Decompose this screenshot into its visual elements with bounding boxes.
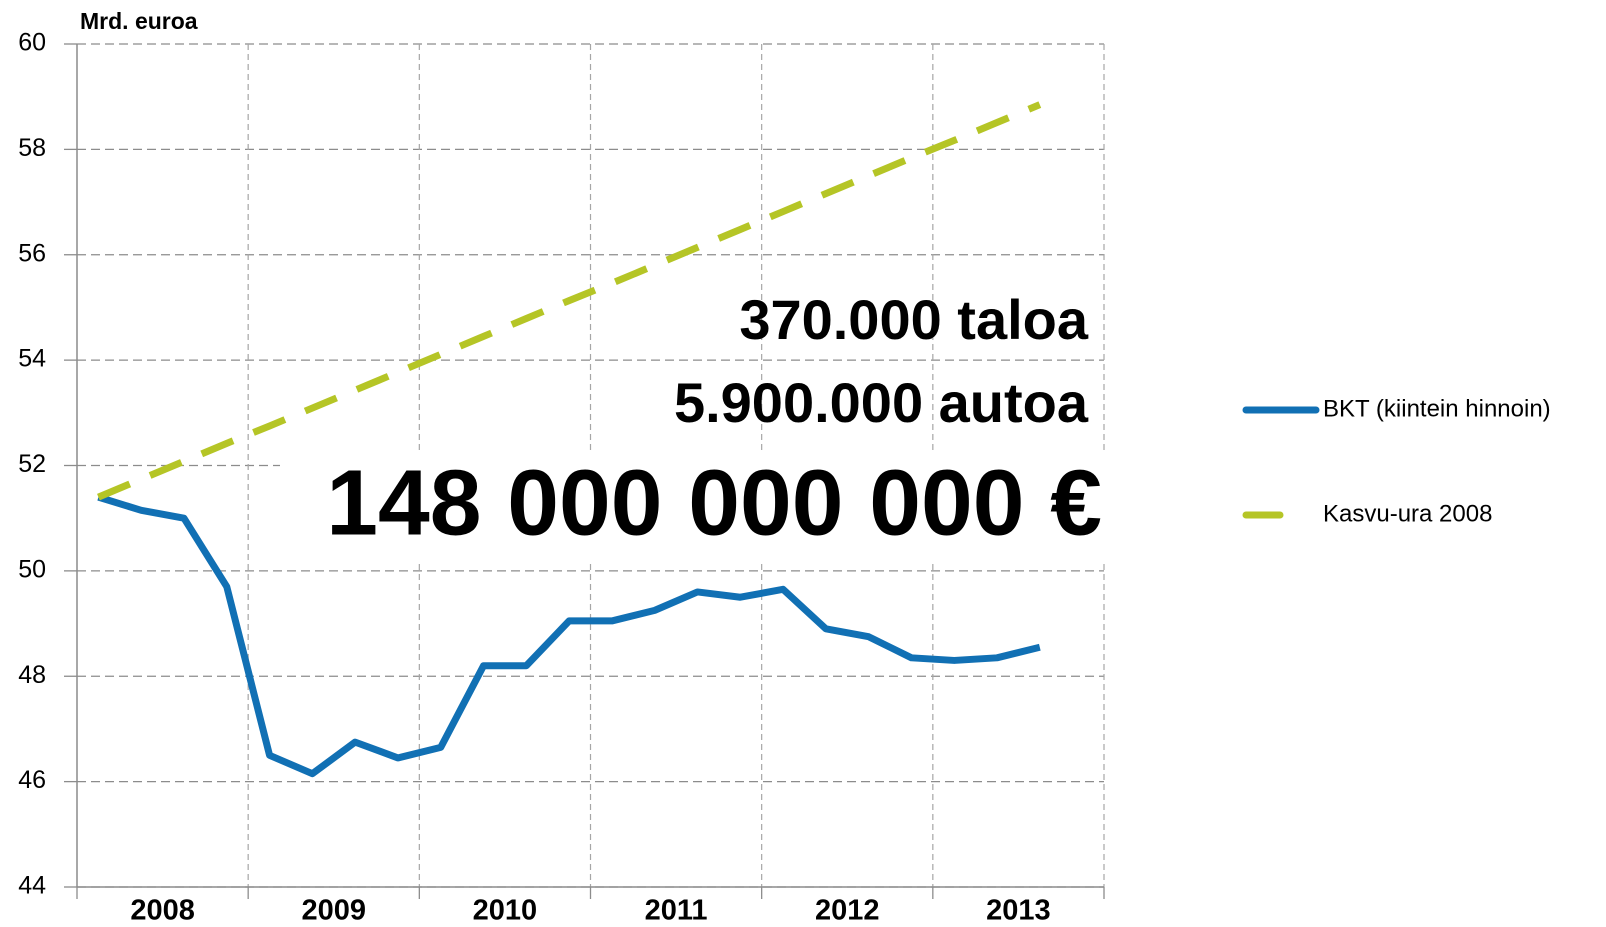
annotation: 370.000 taloa bbox=[739, 288, 1089, 351]
y-tick-label: 46 bbox=[18, 766, 46, 794]
y-tick-label: 52 bbox=[18, 450, 46, 478]
y-tick-label: 58 bbox=[18, 134, 46, 162]
x-tick-label: 2010 bbox=[473, 895, 538, 927]
x-tick-label: 2011 bbox=[645, 895, 708, 927]
y-axis-label: Mrd. euroa bbox=[80, 8, 198, 34]
series-line bbox=[97, 101, 1042, 501]
x-tick-label: 2013 bbox=[986, 895, 1051, 927]
y-tick-label: 56 bbox=[18, 239, 46, 267]
legend-label: Kasvu-ura 2008 bbox=[1323, 500, 1492, 527]
annotation: 148 000 000 000 € bbox=[326, 451, 1102, 555]
x-tick-label: 2009 bbox=[301, 895, 366, 927]
y-tick-label: 54 bbox=[18, 345, 46, 373]
x-tick-label: 2012 bbox=[815, 895, 880, 927]
series-line bbox=[97, 493, 1041, 778]
annotation-background bbox=[280, 450, 1106, 562]
y-tick-label: 60 bbox=[18, 29, 46, 57]
y-tick-label: 44 bbox=[18, 872, 46, 900]
annotation: 5.900.000 autoa bbox=[674, 371, 1089, 434]
y-tick-label: 50 bbox=[18, 555, 46, 583]
x-tick-label: 2008 bbox=[130, 895, 195, 927]
legend-label: BKT (kiintein hinnoin) bbox=[1323, 395, 1551, 422]
y-tick-label: 48 bbox=[18, 661, 46, 689]
